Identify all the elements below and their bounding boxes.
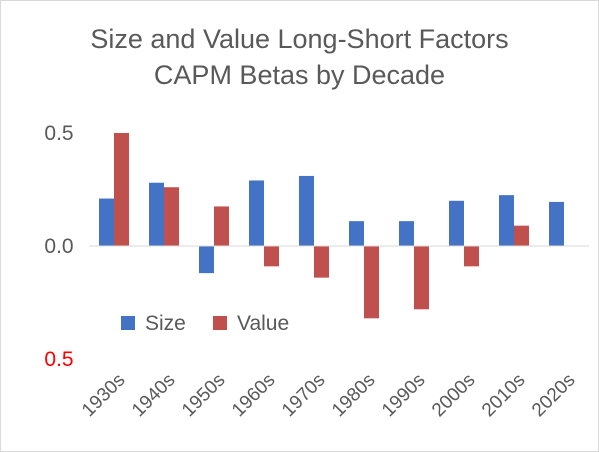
category-label: 1970s bbox=[278, 370, 329, 421]
y-tick-labels: 0.5 0.0 0.5 bbox=[44, 122, 73, 371]
bar-size-1980s bbox=[349, 221, 364, 246]
category-label: 1990s bbox=[378, 370, 429, 421]
bar-value-1940s bbox=[164, 187, 179, 246]
category-label: 1980s bbox=[328, 370, 379, 421]
bar-value-1950s bbox=[214, 206, 229, 246]
bar-value-2010s bbox=[514, 225, 529, 246]
category-label: 2010s bbox=[478, 370, 529, 421]
legend: Size Value bbox=[121, 312, 289, 335]
legend-swatch-size bbox=[121, 316, 135, 330]
category-label: 2020s bbox=[528, 370, 579, 421]
bar-value-1970s bbox=[314, 246, 329, 278]
bar-size-2010s bbox=[499, 195, 514, 246]
bar-size-2000s bbox=[449, 200, 464, 246]
chart-subtitle: CAPM Betas by Decade bbox=[153, 60, 446, 90]
category-label: 1960s bbox=[228, 370, 279, 421]
bar-value-1960s bbox=[264, 246, 279, 267]
bar-size-1940s bbox=[149, 182, 164, 246]
chart-title: Size and Value Long-Short Factors bbox=[90, 24, 509, 54]
bar-value-1930s bbox=[114, 133, 129, 246]
legend-swatch-value bbox=[213, 316, 227, 330]
y-tick-label: 0.0 bbox=[44, 235, 73, 258]
category-label: 1950s bbox=[178, 370, 229, 421]
legend-label-value: Value bbox=[237, 312, 289, 335]
bar-size-1970s bbox=[299, 175, 314, 246]
legend-label-size: Size bbox=[145, 312, 186, 335]
bar-value-1980s bbox=[364, 246, 379, 319]
bar-size-1930s bbox=[99, 198, 114, 246]
category-label: 1940s bbox=[128, 370, 179, 421]
bar-size-1990s bbox=[399, 221, 414, 246]
y-tick-label: 0.5 bbox=[44, 348, 73, 371]
category-labels: 1930s1940s1950s1960s1970s1980s1990s2000s… bbox=[78, 370, 579, 421]
category-label: 2000s bbox=[428, 370, 479, 421]
bar-size-1950s bbox=[199, 246, 214, 274]
bar-size-2020s bbox=[549, 201, 564, 246]
category-label: 1930s bbox=[78, 370, 129, 421]
bar-value-1990s bbox=[414, 246, 429, 310]
bar-size-1960s bbox=[249, 180, 264, 246]
bars-group bbox=[99, 133, 564, 319]
y-tick-label: 0.5 bbox=[44, 122, 73, 145]
chart-title-block: Size and Value Long-Short Factors CAPM B… bbox=[1, 21, 598, 93]
bar-value-2000s bbox=[464, 246, 479, 267]
